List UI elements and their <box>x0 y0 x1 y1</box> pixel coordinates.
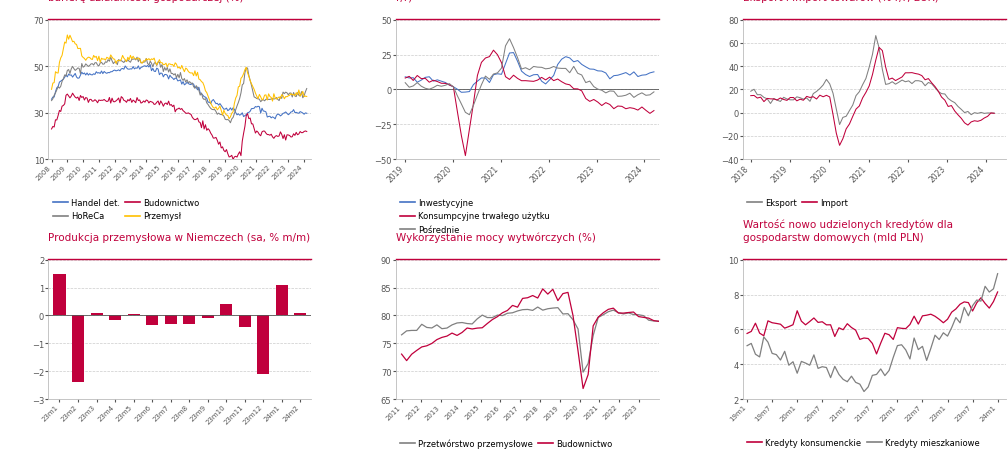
Bar <box>128 314 140 316</box>
Bar <box>109 316 121 320</box>
Bar <box>164 316 176 324</box>
Bar <box>220 305 232 316</box>
Bar <box>146 316 158 325</box>
Bar <box>276 285 288 316</box>
Legend: Kredyty konsumenckie, Kredyty mieszkaniowe: Kredyty konsumenckie, Kredyty mieszkanio… <box>747 438 980 447</box>
Text: Produkcja przemysłowa w Niemczech (sa, % m/m): Produkcja przemysłowa w Niemczech (sa, %… <box>48 232 310 242</box>
Bar <box>202 316 214 319</box>
Legend: Przetwórstwo przemysłowe, Budownictwo: Przetwórstwo przemysłowe, Budownictwo <box>400 438 613 448</box>
Bar <box>183 316 196 324</box>
Legend: Handel det., HoReCa, Budownictwo, Przemysł: Handel det., HoReCa, Budownictwo, Przemy… <box>52 199 200 221</box>
Bar <box>294 313 306 316</box>
Bar <box>91 313 103 316</box>
Bar <box>53 274 66 316</box>
Bar <box>257 316 269 374</box>
Text: Odsetek firm dla których brak popytu stanowi
barierę działalności gospodarczej (: Odsetek firm dla których brak popytu sta… <box>48 0 288 3</box>
Legend: Inwestycyjne, Konsumpcyjne trwałego użytku, Pośrednie: Inwestycyjne, Konsumpcyjne trwałego użyt… <box>400 199 550 234</box>
Bar <box>72 316 84 383</box>
Text: Eksport i import towarów (% r/r, EUR): Eksport i import towarów (% r/r, EUR) <box>743 0 938 3</box>
Text: Produkcja przemysłowa według kategorii dóbr (%
r/r): Produkcja przemysłowa według kategorii d… <box>396 0 654 3</box>
Bar <box>239 316 251 327</box>
Legend: Eksport, Import: Eksport, Import <box>747 199 849 208</box>
Text: Wykorzystanie mocy wytwórczych (%): Wykorzystanie mocy wytwórczych (%) <box>396 231 596 242</box>
Text: Wartość nowo udzielonych kredytów dla
gospodarstw domowych (mld PLN): Wartość nowo udzielonych kredytów dla go… <box>743 218 953 242</box>
